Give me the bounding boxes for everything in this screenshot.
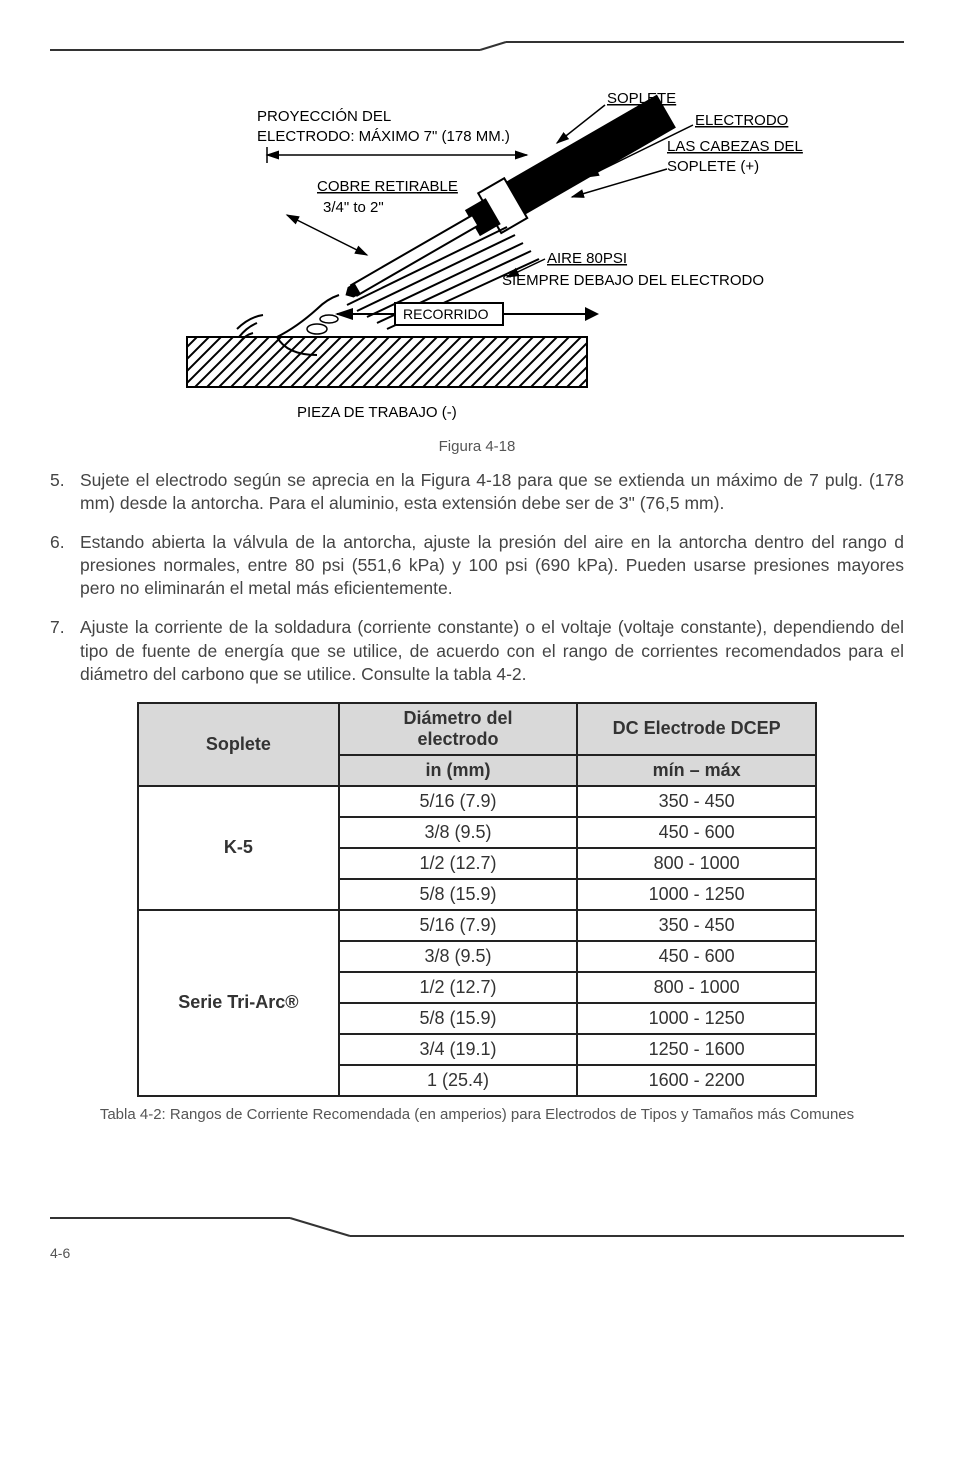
cell-amps: 1000 - 1250 bbox=[577, 879, 816, 910]
th-diametro-l2: electrodo bbox=[418, 729, 499, 749]
figure-4-18: SOPLETE ELECTRODO LAS CABEZAS DEL SOPLET… bbox=[50, 67, 904, 432]
cell-amps: 1250 - 1600 bbox=[577, 1034, 816, 1065]
label-soplete: SOPLETE bbox=[607, 90, 676, 107]
table-caption: Tabla 4-2: Rangos de Corriente Recomenda… bbox=[50, 1105, 904, 1125]
page-number: 4-6 bbox=[50, 1245, 904, 1261]
cell-diameter: 3/8 (9.5) bbox=[339, 817, 578, 848]
th-diametro-l1: Diámetro del bbox=[404, 708, 513, 728]
cell-diameter: 1 (25.4) bbox=[339, 1065, 578, 1096]
cell-soplete: Serie Tri-Arc® bbox=[138, 910, 339, 1096]
para-number: 7. bbox=[50, 616, 80, 685]
para-number: 5. bbox=[50, 469, 80, 515]
label-aire: AIRE 80PSI bbox=[547, 250, 627, 267]
label-pieza: PIEZA DE TRABAJO (-) bbox=[297, 404, 457, 421]
th-inmm: in (mm) bbox=[339, 755, 578, 786]
paragraph: 5.Sujete el electrodo según se aprecia e… bbox=[50, 469, 904, 515]
cell-amps: 800 - 1000 bbox=[577, 848, 816, 879]
th-diametro: Diámetro del electrodo bbox=[339, 703, 578, 755]
para-text: Estando abierta la válvula de la antorch… bbox=[80, 531, 904, 600]
para-number: 6. bbox=[50, 531, 80, 600]
th-dcep: DC Electrode DCEP bbox=[577, 703, 816, 755]
label-proyeccion-1: PROYECCIÓN DEL bbox=[257, 108, 391, 125]
cell-amps: 350 - 450 bbox=[577, 910, 816, 941]
top-rule bbox=[50, 40, 904, 62]
paragraph: 7.Ajuste la corriente de la soldadura (c… bbox=[50, 616, 904, 685]
cell-diameter: 5/8 (15.9) bbox=[339, 879, 578, 910]
table-4-2: Soplete Diámetro del electrodo DC Electr… bbox=[137, 702, 817, 1097]
cell-amps: 450 - 600 bbox=[577, 941, 816, 972]
label-fraction: 3/4" to 2" bbox=[323, 199, 384, 216]
cell-amps: 1600 - 2200 bbox=[577, 1065, 816, 1096]
para-text: Ajuste la corriente de la soldadura (cor… bbox=[80, 616, 904, 685]
para-text: Sujete el electrodo según se aprecia en … bbox=[80, 469, 904, 515]
cell-amps: 800 - 1000 bbox=[577, 972, 816, 1003]
cell-diameter: 1/2 (12.7) bbox=[339, 972, 578, 1003]
label-cabezas: LAS CABEZAS DEL bbox=[667, 138, 803, 155]
cell-diameter: 3/8 (9.5) bbox=[339, 941, 578, 972]
th-minmax: mín – máx bbox=[577, 755, 816, 786]
label-siempre: SIEMPRE DEBAJO DEL ELECTRODO bbox=[502, 272, 764, 289]
cell-amps: 450 - 600 bbox=[577, 817, 816, 848]
cell-amps: 1000 - 1250 bbox=[577, 1003, 816, 1034]
label-electrodo: ELECTRODO bbox=[695, 112, 788, 129]
cell-diameter: 5/16 (7.9) bbox=[339, 910, 578, 941]
table-row: K-55/16 (7.9)350 - 450 bbox=[138, 786, 816, 817]
cell-diameter: 1/2 (12.7) bbox=[339, 848, 578, 879]
label-soplete-plus: SOPLETE (+) bbox=[667, 158, 759, 175]
label-proyeccion-2: ELECTRODO: MÁXIMO 7" (178 MM.) bbox=[257, 128, 510, 145]
cell-diameter: 5/8 (15.9) bbox=[339, 1003, 578, 1034]
figure-caption: Figura 4-18 bbox=[50, 438, 904, 455]
cell-diameter: 5/16 (7.9) bbox=[339, 786, 578, 817]
table-row: Serie Tri-Arc®5/16 (7.9)350 - 450 bbox=[138, 910, 816, 941]
label-recorrido: RECORRIDO bbox=[403, 306, 489, 322]
th-soplete: Soplete bbox=[138, 703, 339, 786]
label-cobre: COBRE RETIRABLE bbox=[317, 178, 458, 195]
paragraph: 6.Estando abierta la válvula de la antor… bbox=[50, 531, 904, 600]
cell-diameter: 3/4 (19.1) bbox=[339, 1034, 578, 1065]
cell-amps: 350 - 450 bbox=[577, 786, 816, 817]
diagram-svg: SOPLETE ELECTRODO LAS CABEZAS DEL SOPLET… bbox=[107, 67, 847, 427]
cell-soplete: K-5 bbox=[138, 786, 339, 910]
bottom-rule bbox=[50, 1214, 904, 1238]
